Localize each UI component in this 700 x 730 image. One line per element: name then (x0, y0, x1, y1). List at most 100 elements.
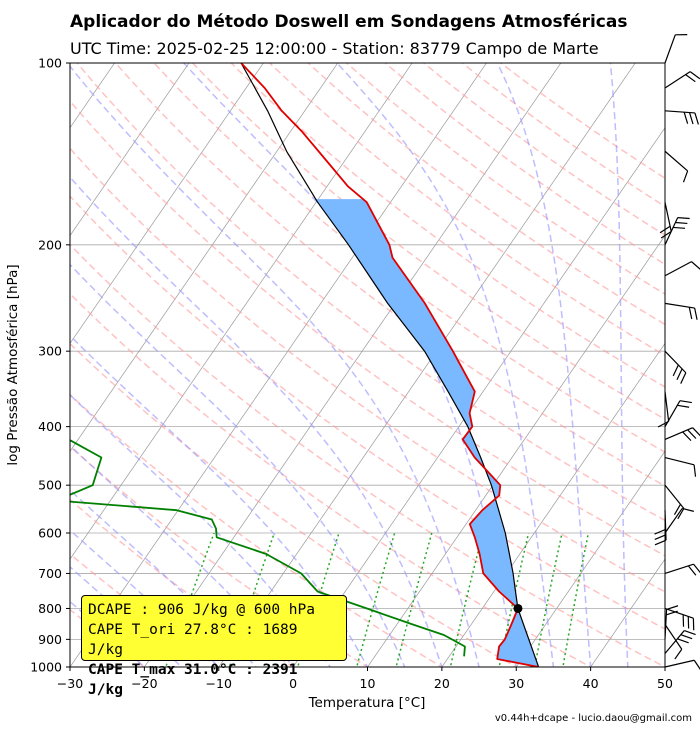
wind-barbs (654, 34, 700, 670)
wind-barb-850 (664, 624, 683, 660)
barb-staff (664, 624, 683, 650)
x-tick-label: 40 (583, 676, 599, 691)
dry-adiabat-80 (70, 100, 665, 557)
barb-flag (675, 221, 688, 225)
isotherm-20 (441, 342, 665, 667)
barb-staff (664, 71, 691, 89)
wind-barb-350 (657, 391, 670, 428)
barb-flag (693, 563, 700, 574)
dry-adiabat-60 (70, 195, 665, 630)
barb-flag (659, 225, 671, 234)
barb-flag (674, 648, 683, 660)
wind-barb-200 (664, 217, 690, 246)
isotherm-0 (292, 127, 665, 667)
isotherm--60 (70, 63, 264, 345)
barb-staff (664, 302, 695, 309)
x-axis-label: Temperatura [°C] (308, 695, 426, 711)
y-tick-label: 1000 (30, 660, 62, 675)
barb-staff (664, 350, 687, 374)
y-tick-label: 100 (38, 56, 62, 71)
x-tick-label: 20 (434, 676, 450, 691)
barb-flag (689, 71, 700, 80)
wind-barb-110 (664, 71, 700, 89)
barb-staff (664, 456, 695, 466)
wind-barb-450 (664, 456, 697, 477)
barb-staff (664, 217, 679, 246)
barb-flag (679, 400, 692, 404)
wind-barb-170 (659, 202, 672, 239)
x-tick-label: −30 (57, 676, 83, 691)
isotherm--70 (70, 63, 190, 237)
y-tick-label: 300 (38, 344, 62, 359)
mixing-ratio-10 (395, 532, 433, 667)
moist-adiabat-35 (335, 63, 555, 667)
barb-staff (664, 150, 689, 172)
moist-adiabat-45 (609, 63, 629, 667)
barb-flag (677, 217, 690, 220)
barb-flag (685, 74, 696, 83)
barb-flag (677, 404, 690, 408)
moist-adiabat-20 (70, 176, 443, 667)
barb-flag (694, 307, 698, 320)
legend-cape-original: CAPE T_ori 27.8°C : 1689 J/kg (88, 622, 298, 658)
barb-staff (664, 391, 670, 422)
lcl-point (513, 603, 523, 613)
dewpoint-line (70, 439, 466, 657)
isotherm--50 (70, 63, 339, 452)
dry-adiabat-30 (70, 342, 518, 667)
barb-flag (654, 539, 667, 546)
isotherm--30 (70, 63, 487, 667)
dry-adiabat-20 (70, 393, 444, 667)
barb-flag (683, 111, 689, 124)
cape-legend: DCAPE : 906 J/kg @ 600 hPa CAPE T_ori 27… (81, 595, 347, 698)
isotherm--40 (70, 63, 413, 560)
moist-adiabat-10 (70, 334, 369, 667)
wind-barb-250 (664, 302, 698, 320)
barb-flag (682, 431, 692, 442)
barb-flag (688, 112, 694, 125)
wind-barb-900 (664, 605, 679, 640)
y-tick-label: 500 (38, 478, 62, 493)
wind-barb-600 (664, 507, 694, 534)
barb-flag (687, 565, 697, 576)
wind-barb-800 (664, 607, 695, 631)
wind-barb-400 (664, 400, 692, 427)
y-tick-label: 600 (38, 526, 62, 541)
barb-staff (664, 659, 695, 668)
dry-adiabat-50 (70, 243, 665, 667)
mixing-ratio-7 (355, 532, 396, 667)
isotherm--10 (218, 63, 636, 667)
barb-flag (680, 372, 687, 384)
moist-adiabat-15 (70, 263, 406, 667)
barb-flag (654, 534, 667, 540)
wind-barb-500 (664, 484, 685, 520)
barb-flag (673, 226, 686, 229)
dry-adiabat--10 (70, 553, 221, 667)
barb-flag (673, 503, 681, 515)
footer-credit: v0.44h+dcape - lucio.daou@gmail.com (494, 713, 692, 724)
mixing-ratio-32 (534, 532, 563, 667)
background-grid (70, 63, 665, 667)
barb-flag (694, 112, 699, 125)
isotherm--20 (143, 63, 562, 667)
dry-adiabat-100 (114, 63, 665, 487)
parcel-line (240, 63, 540, 667)
moist-adiabat--15 (70, 565, 183, 667)
wind-barb-140 (664, 150, 689, 183)
barb-flag (684, 629, 696, 636)
barb-flag (672, 364, 679, 377)
barb-flag (676, 368, 683, 380)
surface-layer-area (497, 608, 539, 667)
y-tick-label: 700 (38, 566, 62, 581)
y-tick-label: 900 (38, 632, 62, 647)
dry-adiabat-90 (76, 63, 665, 522)
isotherm-30 (515, 450, 665, 667)
wind-barb-1000 (664, 659, 700, 670)
dry-adiabat-110 (153, 63, 665, 454)
wind-barb-120 (664, 110, 699, 125)
barb-flag (654, 528, 666, 535)
barb-staff (664, 110, 695, 114)
barb-flag (692, 427, 700, 437)
x-tick-label: 30 (508, 676, 524, 691)
